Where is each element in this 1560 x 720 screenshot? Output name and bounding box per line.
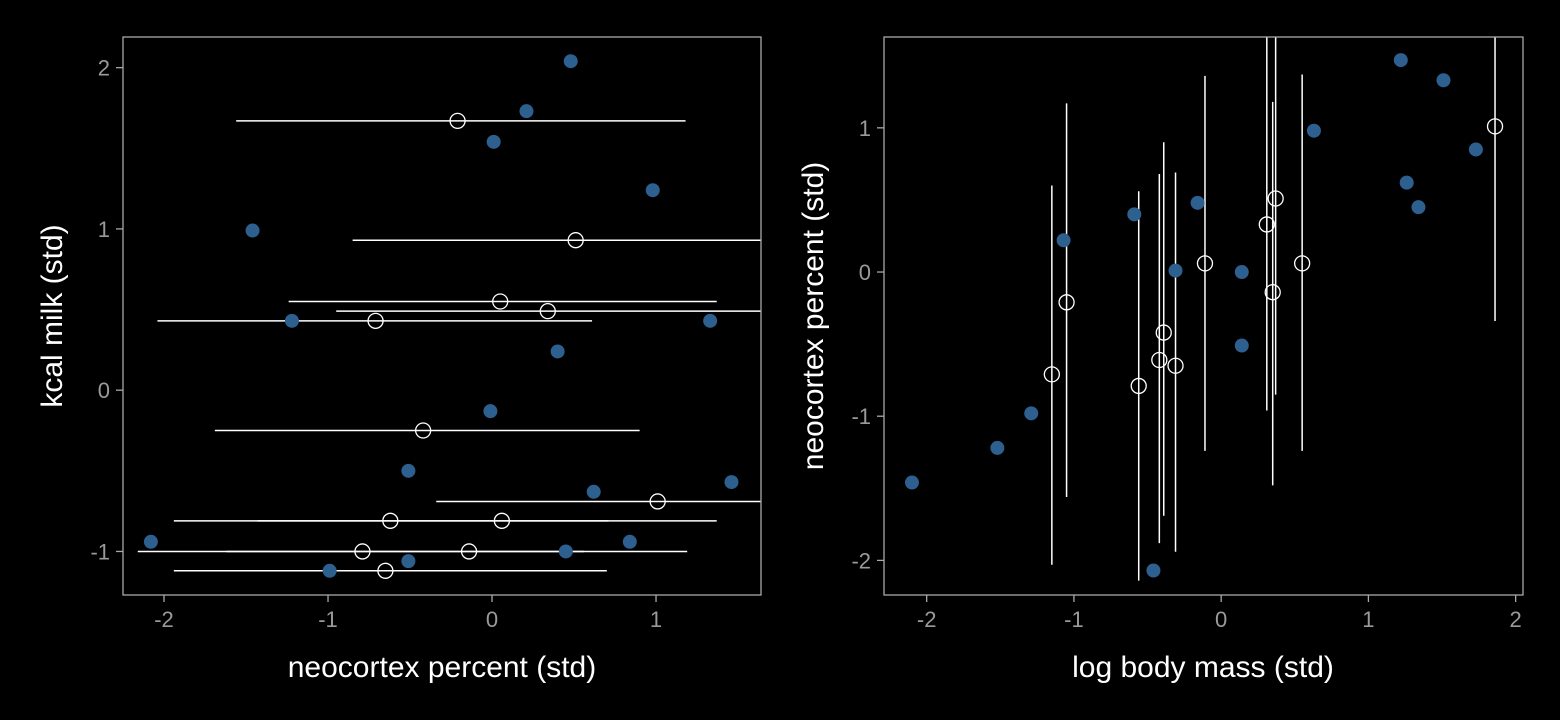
x-tick-label: 1 (1362, 607, 1374, 632)
y-tick-label: -1 (90, 539, 110, 564)
observed-point (645, 183, 660, 198)
observed-point (322, 563, 337, 578)
imputed-point (367, 312, 384, 329)
observed-point (724, 475, 739, 490)
observed-point (1146, 563, 1161, 578)
x-tick-label: 0 (1215, 607, 1227, 632)
left-x-axis-title: neocortex percent (std) (288, 651, 596, 684)
imputed-point (567, 232, 584, 249)
y-tick-label: 2 (98, 56, 110, 81)
observed-point (1468, 142, 1483, 157)
y-tick-label: 0 (98, 378, 110, 403)
y-tick-label: 1 (98, 217, 110, 242)
observed-point (558, 544, 573, 559)
left-panel: -2 -1 0 1 -1 0 1 2 (90, 36, 762, 632)
imputed-point (354, 543, 371, 560)
observed-point (284, 313, 299, 328)
plot-frame (883, 36, 1524, 596)
observed-point (401, 554, 416, 569)
observed-point (1024, 406, 1039, 421)
observed-point (1234, 338, 1249, 353)
y-tick-label: -1 (851, 404, 871, 429)
observed-point (1234, 265, 1249, 280)
imputed-point (1058, 294, 1075, 311)
observed-point (1399, 175, 1414, 190)
imputed-point (1196, 255, 1214, 272)
imputed-point (382, 512, 399, 529)
observed-point (1393, 53, 1408, 68)
plot-area (137, 54, 761, 579)
imputed-point (414, 422, 432, 439)
observed-point (1411, 200, 1426, 215)
imputed-point (649, 493, 666, 510)
x-tick-label: -2 (917, 607, 937, 632)
x-tick-label: -1 (1064, 607, 1084, 632)
x-tick-label: -2 (154, 607, 174, 632)
plot-area (904, 37, 1504, 581)
observed-point (486, 134, 501, 149)
imputed-point (539, 303, 556, 320)
x-tick-label: 0 (486, 607, 498, 632)
imputed-point (377, 562, 394, 579)
imputed-point (1258, 216, 1275, 233)
observed-point (1056, 233, 1071, 248)
imputed-point (1155, 324, 1172, 341)
observed-point (1190, 195, 1205, 210)
x-tick-label: 2 (1510, 607, 1522, 632)
imputed-point (1293, 255, 1311, 272)
imputed-point (1167, 357, 1184, 374)
observed-point (519, 104, 534, 119)
observed-point (586, 484, 601, 499)
x-tick-label: -1 (318, 607, 338, 632)
observed-point (703, 313, 718, 328)
observed-point (1168, 263, 1183, 278)
observed-point (143, 534, 158, 549)
imputed-point (1043, 366, 1060, 383)
observed-point (990, 440, 1005, 455)
imputed-point (1267, 190, 1284, 207)
imputed-point (492, 293, 509, 310)
imputed-point (1130, 377, 1147, 395)
y-tick-label: 1 (859, 116, 871, 141)
y-tick-label: -2 (851, 548, 871, 573)
observed-point (1127, 207, 1142, 222)
plot-frame (122, 36, 762, 596)
observed-point (401, 463, 416, 478)
imputed-point (493, 512, 511, 529)
imputed-point (449, 112, 466, 130)
observed-point (563, 54, 578, 69)
observed-point (1436, 73, 1451, 88)
imputed-point (1151, 351, 1168, 369)
observed-point (622, 534, 637, 549)
x-tick-label: 1 (650, 607, 662, 632)
left-y-axis-title: kcal milk (std) (36, 224, 69, 407)
observed-point (483, 404, 498, 419)
right-panel: -2 -1 0 1 2 -2 -1 0 1 (851, 36, 1524, 632)
imputed-point (460, 543, 478, 560)
observed-point (1306, 123, 1321, 138)
observed-point (245, 223, 260, 238)
imputed-point (1486, 118, 1504, 135)
imputed-point (1264, 284, 1281, 301)
observed-point (550, 344, 565, 359)
right-x-axis-title: log body mass (std) (1072, 651, 1334, 684)
right-y-axis-title: neocortex percent (std) (797, 162, 830, 470)
y-tick-label: 0 (859, 260, 871, 285)
observed-point (904, 475, 919, 490)
